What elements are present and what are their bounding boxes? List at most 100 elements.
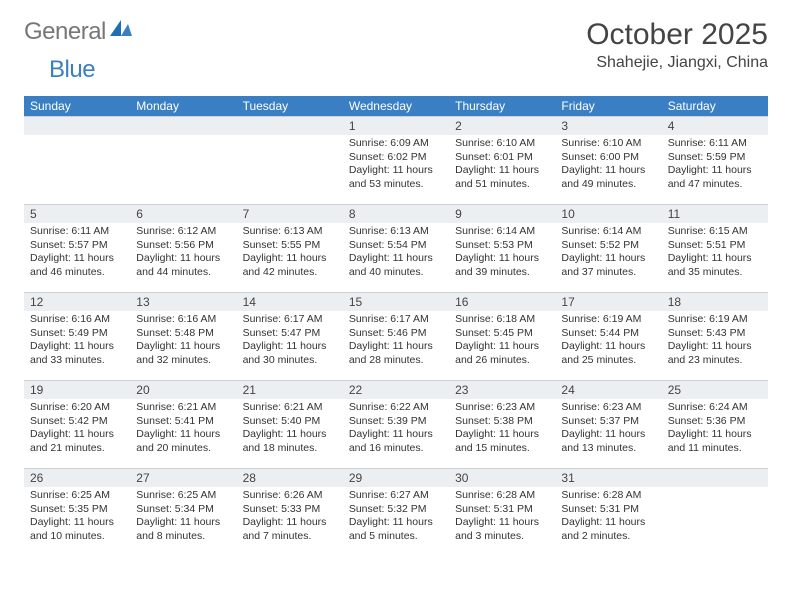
day-details: Sunrise: 6:10 AMSunset: 6:01 PMDaylight:… [449, 135, 555, 196]
day-details: Sunrise: 6:25 AMSunset: 5:34 PMDaylight:… [130, 487, 236, 548]
day-number: 8 [343, 204, 449, 223]
weekday-header: Thursday [449, 96, 555, 116]
weekday-header: Wednesday [343, 96, 449, 116]
day-cell: 15Sunrise: 6:17 AMSunset: 5:46 PMDayligh… [343, 292, 449, 380]
day-details: Sunrise: 6:17 AMSunset: 5:47 PMDaylight:… [237, 311, 343, 372]
day-number [24, 116, 130, 135]
day-cell [130, 116, 236, 204]
weekday-header: Sunday [24, 96, 130, 116]
day-number: 4 [662, 116, 768, 135]
day-details: Sunrise: 6:24 AMSunset: 5:36 PMDaylight:… [662, 399, 768, 460]
weekday-header: Monday [130, 96, 236, 116]
day-details: Sunrise: 6:16 AMSunset: 5:48 PMDaylight:… [130, 311, 236, 372]
day-number: 30 [449, 468, 555, 487]
day-number: 21 [237, 380, 343, 399]
week-row: 5Sunrise: 6:11 AMSunset: 5:57 PMDaylight… [24, 204, 768, 292]
day-cell: 3Sunrise: 6:10 AMSunset: 6:00 PMDaylight… [555, 116, 661, 204]
day-cell: 21Sunrise: 6:21 AMSunset: 5:40 PMDayligh… [237, 380, 343, 468]
weekday-header: Saturday [662, 96, 768, 116]
day-cell: 18Sunrise: 6:19 AMSunset: 5:43 PMDayligh… [662, 292, 768, 380]
weekday-header: Tuesday [237, 96, 343, 116]
day-cell: 2Sunrise: 6:10 AMSunset: 6:01 PMDaylight… [449, 116, 555, 204]
day-cell [24, 116, 130, 204]
day-number: 12 [24, 292, 130, 311]
day-number [237, 116, 343, 135]
day-number: 23 [449, 380, 555, 399]
day-details: Sunrise: 6:21 AMSunset: 5:40 PMDaylight:… [237, 399, 343, 460]
day-details: Sunrise: 6:27 AMSunset: 5:32 PMDaylight:… [343, 487, 449, 548]
day-details [662, 487, 768, 493]
day-number: 3 [555, 116, 661, 135]
day-details: Sunrise: 6:20 AMSunset: 5:42 PMDaylight:… [24, 399, 130, 460]
month-title: October 2025 [586, 18, 768, 52]
day-cell: 13Sunrise: 6:16 AMSunset: 5:48 PMDayligh… [130, 292, 236, 380]
week-row: 1Sunrise: 6:09 AMSunset: 6:02 PMDaylight… [24, 116, 768, 204]
day-cell: 4Sunrise: 6:11 AMSunset: 5:59 PMDaylight… [662, 116, 768, 204]
day-details [24, 135, 130, 141]
logo-triangle-icon [110, 20, 132, 39]
day-cell: 20Sunrise: 6:21 AMSunset: 5:41 PMDayligh… [130, 380, 236, 468]
day-number: 1 [343, 116, 449, 135]
day-details: Sunrise: 6:21 AMSunset: 5:41 PMDaylight:… [130, 399, 236, 460]
day-details: Sunrise: 6:18 AMSunset: 5:45 PMDaylight:… [449, 311, 555, 372]
week-row: 26Sunrise: 6:25 AMSunset: 5:35 PMDayligh… [24, 468, 768, 556]
day-number [130, 116, 236, 135]
calendar-table: Sunday Monday Tuesday Wednesday Thursday… [24, 96, 768, 556]
weekday-header: Friday [555, 96, 661, 116]
day-number [662, 468, 768, 487]
day-details: Sunrise: 6:11 AMSunset: 5:57 PMDaylight:… [24, 223, 130, 284]
day-details: Sunrise: 6:28 AMSunset: 5:31 PMDaylight:… [555, 487, 661, 548]
day-number: 17 [555, 292, 661, 311]
day-details: Sunrise: 6:19 AMSunset: 5:44 PMDaylight:… [555, 311, 661, 372]
day-number: 15 [343, 292, 449, 311]
logo-blue: Blue [49, 56, 95, 83]
day-number: 7 [237, 204, 343, 223]
day-number: 13 [130, 292, 236, 311]
day-cell: 8Sunrise: 6:13 AMSunset: 5:54 PMDaylight… [343, 204, 449, 292]
weekday-header-row: Sunday Monday Tuesday Wednesday Thursday… [24, 96, 768, 116]
day-number: 14 [237, 292, 343, 311]
day-cell: 31Sunrise: 6:28 AMSunset: 5:31 PMDayligh… [555, 468, 661, 556]
day-cell: 6Sunrise: 6:12 AMSunset: 5:56 PMDaylight… [130, 204, 236, 292]
day-cell: 29Sunrise: 6:27 AMSunset: 5:32 PMDayligh… [343, 468, 449, 556]
day-details: Sunrise: 6:14 AMSunset: 5:52 PMDaylight:… [555, 223, 661, 284]
day-cell: 19Sunrise: 6:20 AMSunset: 5:42 PMDayligh… [24, 380, 130, 468]
day-number: 25 [662, 380, 768, 399]
day-cell: 26Sunrise: 6:25 AMSunset: 5:35 PMDayligh… [24, 468, 130, 556]
day-details: Sunrise: 6:28 AMSunset: 5:31 PMDaylight:… [449, 487, 555, 548]
day-number: 31 [555, 468, 661, 487]
day-number: 10 [555, 204, 661, 223]
day-number: 27 [130, 468, 236, 487]
day-details: Sunrise: 6:12 AMSunset: 5:56 PMDaylight:… [130, 223, 236, 284]
day-number: 24 [555, 380, 661, 399]
day-details: Sunrise: 6:25 AMSunset: 5:35 PMDaylight:… [24, 487, 130, 548]
day-number: 19 [24, 380, 130, 399]
day-number: 18 [662, 292, 768, 311]
day-number: 28 [237, 468, 343, 487]
day-details: Sunrise: 6:11 AMSunset: 5:59 PMDaylight:… [662, 135, 768, 196]
day-cell: 9Sunrise: 6:14 AMSunset: 5:53 PMDaylight… [449, 204, 555, 292]
week-row: 12Sunrise: 6:16 AMSunset: 5:49 PMDayligh… [24, 292, 768, 380]
logo: General [24, 18, 132, 46]
day-details: Sunrise: 6:19 AMSunset: 5:43 PMDaylight:… [662, 311, 768, 372]
day-details: Sunrise: 6:10 AMSunset: 6:00 PMDaylight:… [555, 135, 661, 196]
day-cell: 25Sunrise: 6:24 AMSunset: 5:36 PMDayligh… [662, 380, 768, 468]
day-cell: 22Sunrise: 6:22 AMSunset: 5:39 PMDayligh… [343, 380, 449, 468]
day-number: 22 [343, 380, 449, 399]
day-details: Sunrise: 6:16 AMSunset: 5:49 PMDaylight:… [24, 311, 130, 372]
calendar-body: 1Sunrise: 6:09 AMSunset: 6:02 PMDaylight… [24, 116, 768, 556]
day-details: Sunrise: 6:23 AMSunset: 5:38 PMDaylight:… [449, 399, 555, 460]
day-cell: 10Sunrise: 6:14 AMSunset: 5:52 PMDayligh… [555, 204, 661, 292]
day-number: 29 [343, 468, 449, 487]
calendar-page: General October 2025 Shahejie, Jiangxi, … [0, 0, 792, 568]
day-details: Sunrise: 6:26 AMSunset: 5:33 PMDaylight:… [237, 487, 343, 548]
day-details: Sunrise: 6:13 AMSunset: 5:55 PMDaylight:… [237, 223, 343, 284]
day-cell: 23Sunrise: 6:23 AMSunset: 5:38 PMDayligh… [449, 380, 555, 468]
day-details: Sunrise: 6:23 AMSunset: 5:37 PMDaylight:… [555, 399, 661, 460]
day-cell [662, 468, 768, 556]
week-row: 19Sunrise: 6:20 AMSunset: 5:42 PMDayligh… [24, 380, 768, 468]
day-cell: 11Sunrise: 6:15 AMSunset: 5:51 PMDayligh… [662, 204, 768, 292]
day-number: 5 [24, 204, 130, 223]
day-number: 16 [449, 292, 555, 311]
day-details [130, 135, 236, 141]
